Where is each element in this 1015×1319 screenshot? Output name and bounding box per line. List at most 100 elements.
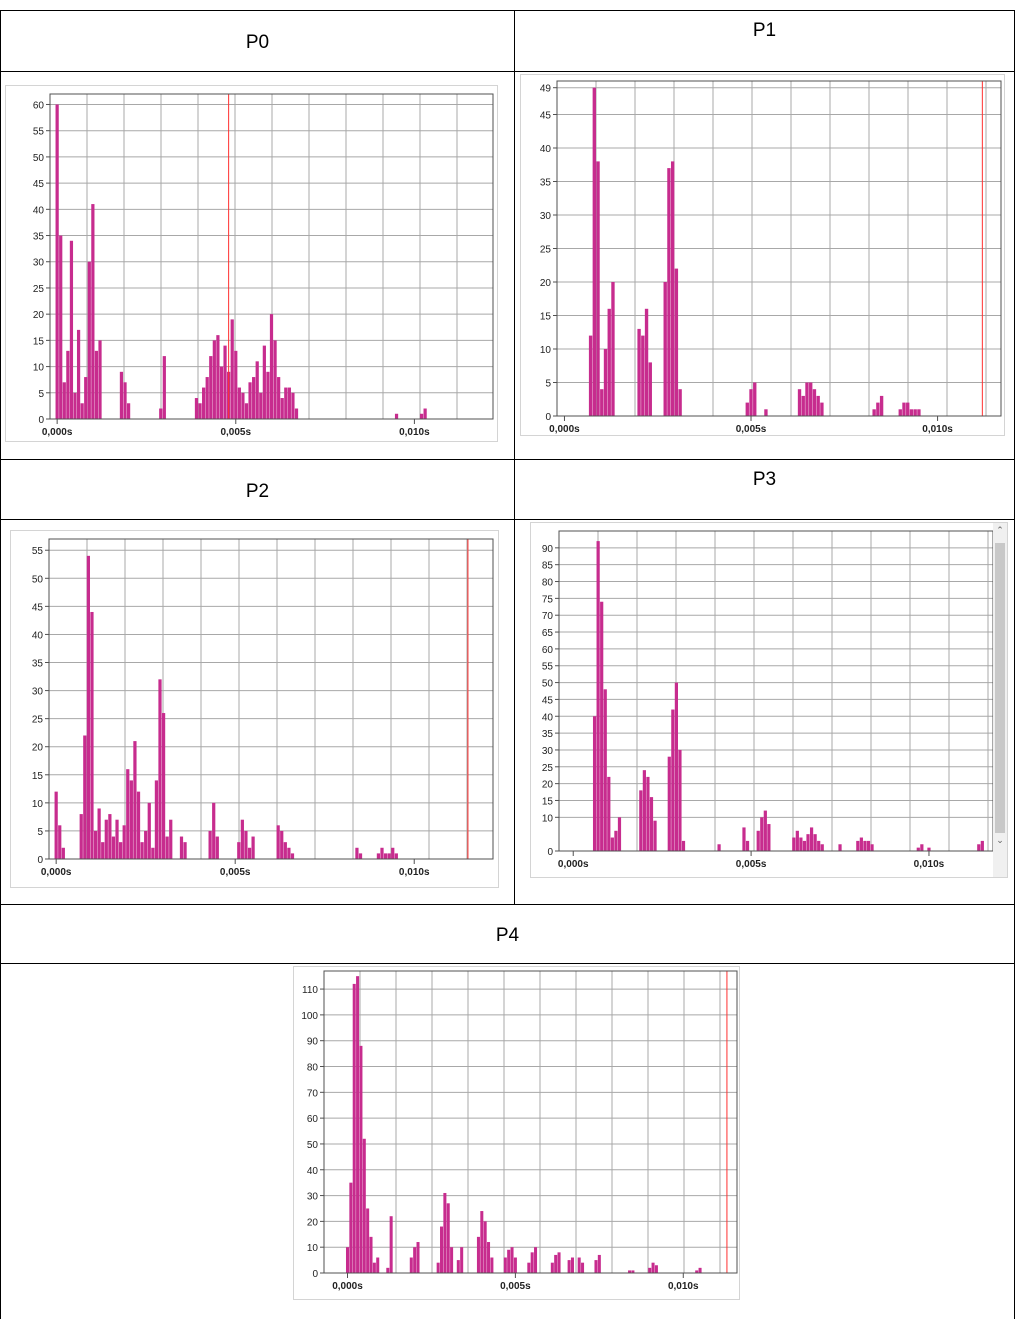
bar [54,791,58,859]
bar [927,847,931,851]
table-border-row3 [0,519,1015,520]
bar [642,770,646,851]
y-tick-label: 10 [32,799,44,810]
bar [866,840,871,851]
bar [745,402,749,416]
bar [126,769,130,859]
bar [534,1247,538,1273]
y-tick-label: 25 [542,763,554,774]
bar [80,403,84,419]
bar [663,282,667,416]
chart-p3-scroll-thumb[interactable] [995,543,1005,833]
bar [413,1247,417,1273]
bar [376,853,381,859]
panel-title-p1: P1 [752,20,777,41]
y-tick-label: 49 [540,84,552,95]
bar [136,791,141,859]
bar [446,1203,450,1273]
bar [644,308,649,416]
y-tick-label: 20 [540,278,552,289]
bar [154,780,159,859]
y-tick-label: 10 [33,363,45,374]
chart-p4: 0 10 20 30 40 50 60 70 80 90 100 110 0,000s 0,005s 0,0… [293,966,740,1300]
bar [97,808,101,859]
chart-p3-scrollbar[interactable]: ⌃ ⌄ [993,523,1007,877]
bar [816,395,820,416]
panel-title-p0: P0 [245,32,270,53]
y-tick-label: 20 [542,780,554,791]
panel-title-p4: P4 [495,925,520,946]
bar [631,1270,635,1273]
x-tick-label: 0,005s [220,867,251,878]
bar [280,398,284,419]
chevron-down-icon[interactable]: ⌄ [996,836,1004,846]
bar [345,1247,350,1273]
bar [409,1257,413,1273]
bar [237,842,241,859]
y-tick-label: 30 [542,746,554,757]
y-tick-label: 45 [542,695,554,706]
bar [169,819,173,859]
y-tick-label: 40 [542,712,554,723]
y-tick-label: 55 [32,546,44,557]
bar [86,555,90,859]
y-tick-label: 40 [32,630,44,641]
y-tick-label: 30 [307,1192,319,1203]
bar [809,827,814,851]
bar [240,819,244,859]
bar [366,1208,370,1273]
bar [760,817,764,851]
bar [234,350,238,419]
bar [667,756,671,851]
bar [104,819,108,859]
bar [753,382,757,416]
bar [799,837,803,851]
chevron-up-icon[interactable]: ⌃ [996,526,1004,536]
bar [653,820,657,851]
bar [577,1257,581,1273]
bar [550,1262,554,1273]
bar [251,836,255,859]
bar [557,1252,561,1273]
y-tick-label: 60 [542,645,554,656]
bar [490,1257,494,1273]
bar [419,413,424,419]
x-tick-label: 0,000s [41,867,72,878]
table-border-left [0,10,1,1319]
bar [98,340,102,419]
y-tick-label: 50 [542,679,554,690]
y-tick-label: 60 [307,1114,319,1125]
bar [283,842,287,859]
chart-p2: 0 5 10 15 20 25 30 35 40 45 50 55 0,000s 0,005s 0,010s [10,530,499,888]
bar [639,790,643,851]
bar [276,825,280,859]
bar [763,810,767,851]
bar [648,1267,652,1273]
bar [872,409,876,416]
bar [280,830,284,859]
bar [262,345,266,419]
bar [119,371,124,419]
y-tick-label: 0 [547,847,553,858]
bar [159,408,163,419]
bar [764,409,768,416]
bar [792,837,796,851]
bar [596,161,600,416]
y-tick-label: 0 [545,412,551,423]
y-tick-label: 100 [301,1011,318,1022]
bar [654,1265,658,1273]
y-tick-label: 0 [312,1269,318,1280]
bar [570,1257,574,1273]
bar [614,830,618,851]
bar [183,842,187,859]
bar [386,1267,390,1273]
bar [648,362,652,416]
bar [61,847,65,859]
bar [567,1260,571,1273]
table-border-row1 [0,71,1015,72]
bar [62,382,66,419]
bar [202,387,206,419]
bar [394,413,399,419]
